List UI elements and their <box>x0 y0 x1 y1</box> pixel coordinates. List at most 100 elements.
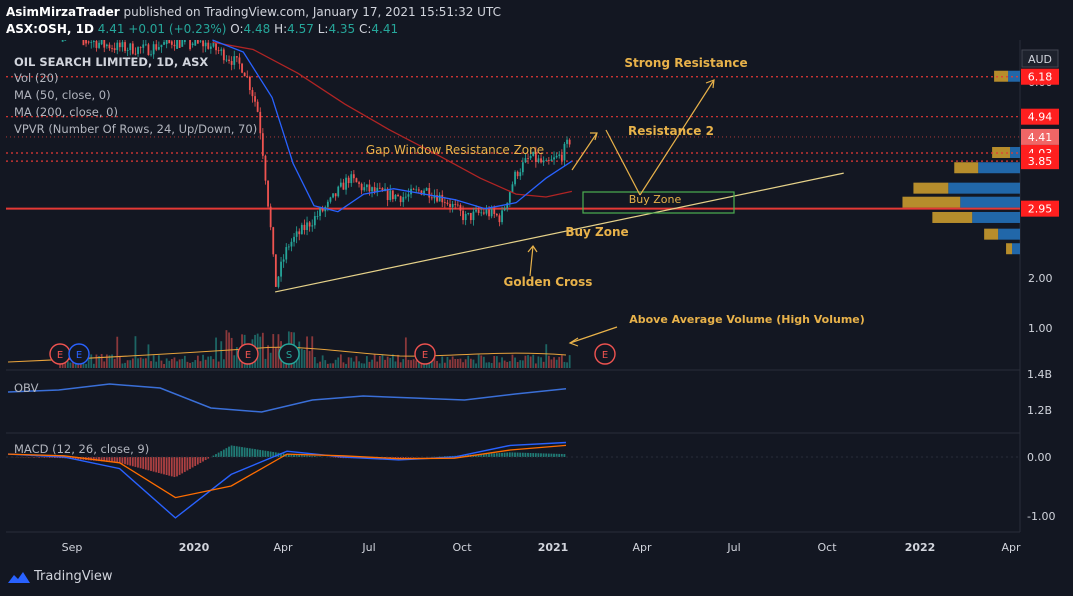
candle-body[interactable] <box>280 261 282 277</box>
candle-body[interactable] <box>316 215 319 217</box>
candle-body[interactable] <box>100 40 103 45</box>
candle-body[interactable] <box>181 40 184 47</box>
price-label-2.95[interactable]: 2.95 <box>1021 200 1059 217</box>
candle-body[interactable] <box>501 210 503 223</box>
candle-body[interactable] <box>116 42 119 51</box>
candle-body[interactable] <box>560 154 563 161</box>
legend-ma50[interactable]: MA (50, close, 0) <box>14 88 111 102</box>
candle-body[interactable] <box>542 160 545 163</box>
candle-body[interactable] <box>295 231 298 237</box>
candle-body[interactable] <box>498 215 501 223</box>
candle-body[interactable] <box>165 40 168 45</box>
candle-body[interactable] <box>118 42 121 48</box>
candle-body[interactable] <box>373 187 376 192</box>
candle-body[interactable] <box>449 203 451 207</box>
candle-body[interactable] <box>339 182 342 187</box>
candle-body[interactable] <box>399 196 402 203</box>
candle-body[interactable] <box>202 40 204 47</box>
price-label-6.18[interactable]: 6.18 <box>1021 68 1059 85</box>
candle-body[interactable] <box>272 227 275 255</box>
candle-body[interactable] <box>306 222 308 230</box>
candle-body[interactable] <box>196 40 199 44</box>
candle-body[interactable] <box>464 213 467 221</box>
candle-body[interactable] <box>92 40 95 42</box>
candle-body[interactable] <box>290 241 293 247</box>
candle-body[interactable] <box>519 172 522 177</box>
candle-body[interactable] <box>428 188 431 198</box>
candle-body[interactable] <box>194 40 197 46</box>
candle-body[interactable] <box>503 208 506 211</box>
candle-body[interactable] <box>189 40 191 50</box>
candle-body[interactable] <box>248 76 251 91</box>
candle-body[interactable] <box>225 59 228 61</box>
legend-vol[interactable]: Vol (20) <box>14 71 59 85</box>
candle-body[interactable] <box>163 42 165 45</box>
candle-body[interactable] <box>285 247 288 260</box>
candle-body[interactable] <box>365 184 368 188</box>
candle-body[interactable] <box>527 158 529 159</box>
candle-body[interactable] <box>111 48 113 49</box>
split-marker-icon[interactable] <box>278 343 300 365</box>
candle-body[interactable] <box>311 225 314 227</box>
candle-body[interactable] <box>355 178 358 183</box>
candle-body[interactable] <box>147 44 150 56</box>
candle-body[interactable] <box>423 190 425 195</box>
legend-obv[interactable]: OBV <box>14 381 39 395</box>
candle-body[interactable] <box>350 174 353 184</box>
candle-body[interactable] <box>131 43 134 54</box>
candle-body[interactable] <box>160 44 163 48</box>
candle-body[interactable] <box>438 194 441 202</box>
candle-body[interactable] <box>488 209 490 217</box>
author-name[interactable]: AsimMirzaTrader <box>6 5 120 19</box>
candle-body[interactable] <box>485 209 488 214</box>
candle-body[interactable] <box>511 184 514 193</box>
candle-body[interactable] <box>360 183 363 191</box>
candle-body[interactable] <box>95 40 98 48</box>
candle-body[interactable] <box>545 160 548 161</box>
candle-body[interactable] <box>524 158 527 163</box>
candle-body[interactable] <box>482 212 485 214</box>
candle-body[interactable] <box>300 224 303 235</box>
candle-body[interactable] <box>412 188 415 190</box>
candle-body[interactable] <box>82 40 85 46</box>
candle-body[interactable] <box>243 72 246 77</box>
candle-body[interactable] <box>150 54 152 56</box>
legend-ma200[interactable]: MA (200, close, 0) <box>14 105 118 119</box>
candle-body[interactable] <box>342 182 345 190</box>
candle-body[interactable] <box>256 101 259 112</box>
candle-body[interactable] <box>287 246 290 248</box>
candle-body[interactable] <box>332 193 334 198</box>
legend-vpvr[interactable]: VPVR (Number Of Rows, 24, Up/Down, 70) <box>14 122 258 136</box>
candle-body[interactable] <box>267 180 269 207</box>
candle-body[interactable] <box>85 40 87 44</box>
candle-body[interactable] <box>547 160 550 161</box>
candle-body[interactable] <box>319 208 321 216</box>
candle-body[interactable] <box>113 48 116 51</box>
candle-body[interactable] <box>459 205 462 211</box>
candle-body[interactable] <box>103 40 106 48</box>
candle-body[interactable] <box>199 40 202 42</box>
candle-body[interactable] <box>446 202 449 204</box>
candle-body[interactable] <box>235 56 238 58</box>
candle-body[interactable] <box>568 139 571 145</box>
candle-body[interactable] <box>368 184 371 192</box>
candle-body[interactable] <box>553 157 555 160</box>
candle-body[interactable] <box>430 197 433 199</box>
candle-body[interactable] <box>469 212 472 221</box>
candle-body[interactable] <box>277 276 280 287</box>
candle-body[interactable] <box>454 203 457 205</box>
candle-body[interactable] <box>207 42 210 49</box>
buy-zone-box[interactable] <box>582 191 735 214</box>
price-label-4.94[interactable]: 4.94 <box>1021 108 1059 125</box>
candle-body[interactable] <box>467 212 470 214</box>
candle-body[interactable] <box>321 208 324 212</box>
candle-body[interactable] <box>534 151 537 162</box>
candle-body[interactable] <box>516 171 519 177</box>
candle-body[interactable] <box>480 212 483 214</box>
candle-body[interactable] <box>495 213 498 216</box>
candle-body[interactable] <box>389 190 392 201</box>
candle-body[interactable] <box>98 42 100 48</box>
price-label-3.85[interactable]: 3.85 <box>1021 153 1059 170</box>
candle-body[interactable] <box>376 187 379 192</box>
footer-brand[interactable]: TradingView <box>8 569 113 584</box>
